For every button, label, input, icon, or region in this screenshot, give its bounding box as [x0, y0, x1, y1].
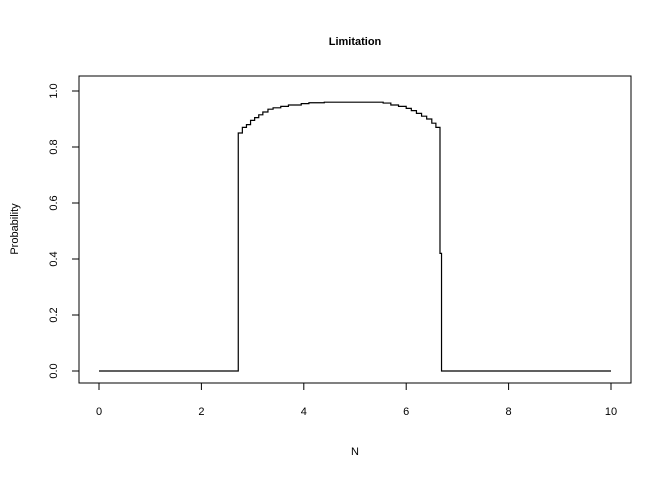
chart-title: Limitation	[329, 36, 382, 48]
y-axis-label: Probability	[9, 203, 21, 255]
y-tick-label: 0.2	[48, 307, 60, 322]
x-tick-label: 8	[506, 406, 512, 418]
x-tick-label: 2	[198, 406, 204, 418]
x-tick-label: 0	[96, 406, 102, 418]
probability-step-line	[99, 101, 611, 372]
y-tick-label: 0.4	[48, 251, 60, 266]
y-axis: 0.0 0.2 0.4 0.6 0.8 1.0	[48, 83, 80, 379]
y-tick-label: 0.0	[48, 363, 60, 378]
y-tick-label: 0.6	[48, 195, 60, 210]
x-tick-label: 4	[301, 406, 307, 418]
x-tick-label: 10	[605, 406, 617, 418]
y-tick-label: 1.0	[48, 83, 60, 98]
plot-frame	[78, 75, 632, 384]
x-tick-label: 6	[403, 406, 409, 418]
x-axis: 0 2 4 6 8 10	[96, 382, 617, 418]
y-tick-label: 0.8	[48, 139, 60, 154]
x-axis-label: N	[351, 446, 359, 458]
